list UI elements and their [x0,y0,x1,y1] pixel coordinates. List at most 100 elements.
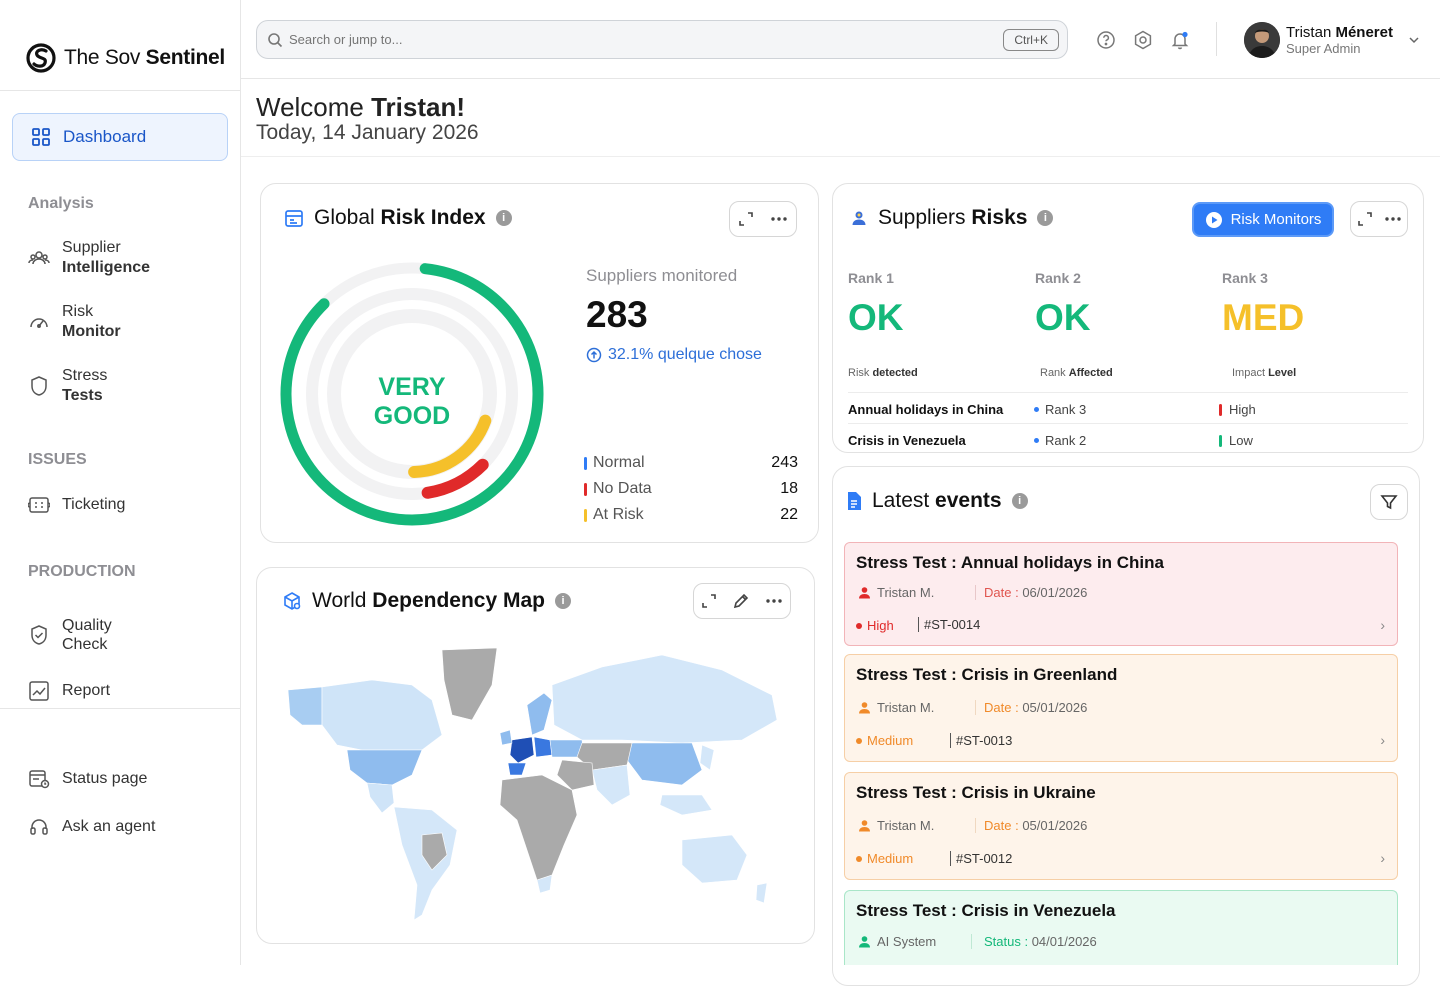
risk-index-actions [729,201,797,237]
user-icon [859,936,870,948]
event-card[interactable]: Stress Test : Crisis in Ukraine Tristan … [844,772,1398,880]
user-icon [852,211,866,225]
legend-row-no-data: No Data 18 [584,480,798,498]
legend-row-at-risk: At Risk 22 [584,506,798,524]
gauge-ring-no-data [306,288,518,500]
current-date: Today, 14 January 2026 [256,121,479,144]
events-title: Latest events i [846,489,1028,513]
search-icon [268,32,283,47]
shield-icon [28,375,50,397]
sidebar-item-report[interactable]: Report [28,680,110,702]
legend-swatch [584,456,587,470]
avatar[interactable] [1244,22,1280,58]
gauge-label-line1: VERY [378,373,445,401]
info-icon[interactable]: i [1011,493,1028,509]
shortcut-badge: Ctrl+K [1003,29,1059,51]
calendar-icon [285,210,303,227]
user-name[interactable]: Tristan Méneret [1286,24,1393,41]
sidebar-item-risk-monitor[interactable]: Risk Monitor [28,302,121,342]
sidebar: The Sov Sentinel Dashboard Analysis Supp… [0,0,241,965]
info-icon[interactable]: i [555,593,572,609]
user-role: Super Admin [1286,41,1361,56]
arrow-up-circle-icon [586,347,602,363]
column-header-risk: Risk detected [848,367,918,379]
shield-check-icon [28,624,50,646]
sidebar-item-label: Quality Check [62,617,112,653]
sidebar-item-dashboard[interactable]: Dashboard [12,113,228,161]
document-icon [848,492,861,510]
legend-swatch [584,508,587,522]
help-icon[interactable] [1096,30,1116,50]
event-id: #ST-0014 [918,617,980,632]
more-icon[interactable] [765,598,783,604]
event-author: Tristan M. [858,818,934,833]
chevron-down-icon[interactable] [1408,34,1420,46]
info-icon[interactable]: i [495,210,512,226]
welcome-heading: Welcome Tristan! [256,92,466,122]
grid-icon [32,128,50,146]
chevron-right-icon[interactable]: › [1380,850,1385,866]
sidebar-item-label: Supplier Intelligence [62,239,151,276]
rank2-status: OK [1035,297,1091,338]
users-icon [28,247,50,269]
cube-icon [284,592,301,610]
events-filter-button[interactable] [1370,484,1408,520]
sidebar-item-ticketing[interactable]: Ticketing [28,494,125,516]
column-header-rank: Rank Affected [1040,367,1113,379]
event-title: Stress Test : Crisis in Greenland [856,665,1118,684]
headset-icon [28,816,50,838]
expand-icon[interactable] [701,593,717,609]
chevron-right-icon[interactable]: › [1380,617,1385,633]
sidebar-item-stress-tests[interactable]: Stress Tests [28,366,107,406]
section-label-issues: ISSUES [28,451,87,468]
filter-icon [1380,495,1398,510]
more-icon[interactable] [1384,216,1402,222]
section-label-analysis: Analysis [28,195,94,212]
sidebar-item-label: Ticketing [62,496,126,513]
app-logo[interactable]: The Sov Sentinel [26,42,225,74]
suppliers-monitored-value: 283 [586,294,648,335]
risk-monitors-button[interactable]: Risk Monitors [1192,202,1334,237]
more-icon[interactable] [770,216,788,222]
event-author: Tristan M. [858,585,934,600]
event-author: AI System [858,934,936,949]
info-icon[interactable]: i [1037,210,1054,226]
sidebar-item-status-page[interactable]: Status page [28,768,147,790]
trend-indicator: 32.1% quelque chose [586,346,762,364]
chevron-right-icon[interactable]: › [1380,732,1385,748]
gauge-label-line2: GOOD [374,402,450,430]
column-header-impact: Impact Level [1232,367,1297,379]
sidebar-item-quality-check[interactable]: Quality Check [28,616,112,654]
sidebar-item-ask-agent[interactable]: Ask an agent [28,816,155,838]
event-id: #ST-0013 [950,733,1012,748]
user-icon [859,587,870,599]
gauge-icon [28,311,50,333]
event-date: Date : 05/01/2026 [975,700,1087,715]
sidebar-divider [0,90,241,91]
sidebar-item-label: Ask an agent [62,818,156,835]
user-icon [859,702,870,714]
search-bar[interactable]: Ctrl+K [256,20,1068,59]
world-map[interactable] [282,645,782,930]
event-card[interactable]: Stress Test : Crisis in Venezuela AI Sys… [844,890,1398,965]
event-card[interactable]: Stress Test : Crisis in Greenland Trista… [844,654,1398,762]
map-actions [693,583,791,619]
section-label-production: PRODUCTION [28,563,136,580]
user-icon [859,820,870,832]
event-date: Date : 05/01/2026 [975,818,1087,833]
sidebar-item-supplier-intelligence[interactable]: Supplier Intelligence [28,238,150,278]
expand-icon[interactable] [738,211,754,227]
notification-bell-icon[interactable] [1170,30,1190,50]
event-card[interactable]: Stress Test : Annual holidays in China T… [844,542,1398,646]
event-date: Date : 06/01/2026 [975,585,1087,600]
ticket-icon [28,494,50,516]
expand-icon[interactable] [1357,211,1373,227]
event-severity: Medium [856,733,913,748]
settings-icon[interactable] [1133,30,1153,50]
pencil-icon[interactable] [732,592,750,610]
topbar-divider [241,78,1440,79]
suppliers-risks-title: Suppliers Risks i [850,206,1054,230]
search-input[interactable] [289,32,1067,47]
legend-swatch [584,482,587,496]
chart-line-icon [28,680,50,702]
